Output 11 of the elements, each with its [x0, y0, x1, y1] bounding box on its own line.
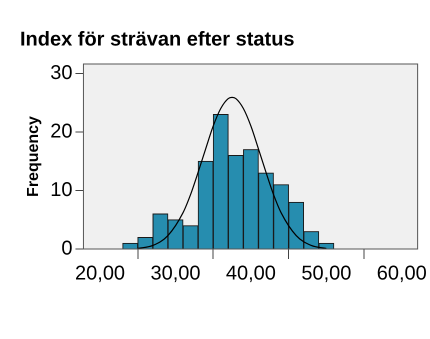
y-tick-label: 10	[50, 178, 72, 201]
y-axis-title: Frequency	[25, 116, 42, 197]
x-tick-label: 40,00	[226, 262, 276, 285]
x-tick-label: 50,00	[301, 262, 352, 285]
y-tick-label: 0	[61, 238, 72, 260]
x-tick-label: 60,00	[376, 262, 427, 285]
x-tick-label: 20,00	[75, 262, 126, 285]
x-tick-label: 30,00	[150, 262, 201, 285]
chart-title: Index för strävan efter status	[20, 28, 295, 51]
y-tick-label: 20	[50, 120, 72, 142]
y-tick-label: 30	[50, 62, 72, 84]
